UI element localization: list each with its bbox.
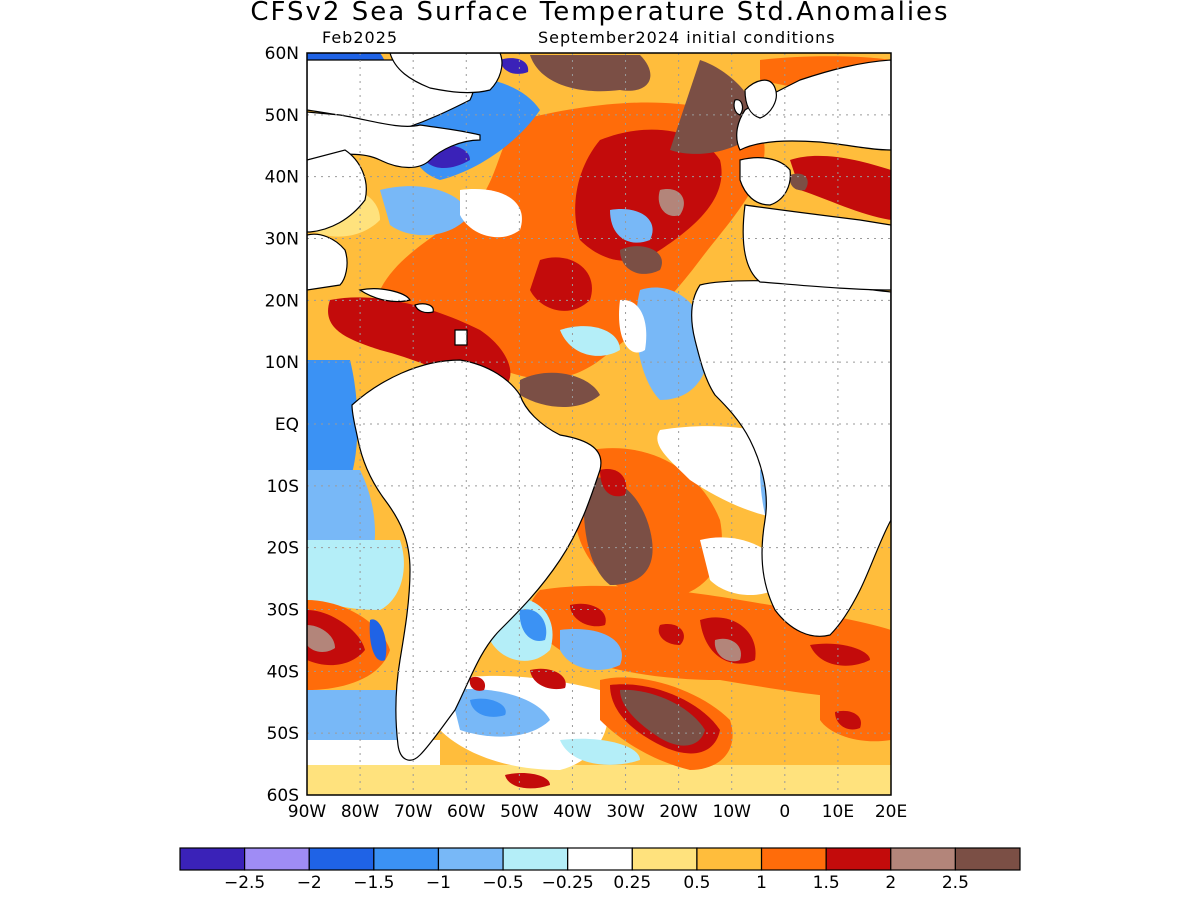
anomaly-field	[307, 53, 891, 795]
longitude-labels: 90W 80W 70W 60W 50W 40W 30W 20W 10W 0 10E 20E	[288, 802, 907, 822]
colorbar-tick-label: 2	[885, 873, 896, 893]
lat-label: 20N	[265, 291, 299, 311]
lat-label: 50S	[267, 724, 299, 744]
lon-label: 0	[779, 802, 790, 822]
lat-label: 40S	[267, 662, 299, 682]
lon-label: 20W	[659, 802, 698, 822]
land-masses	[307, 53, 891, 761]
grid-lines	[307, 53, 891, 795]
colorbar-tick-label: −1.5	[353, 873, 394, 893]
colorbar-swatch	[696, 847, 763, 871]
lat-label: 10N	[265, 353, 299, 373]
lon-label: 40W	[553, 802, 592, 822]
lon-label: 30W	[606, 802, 645, 822]
colorbar-tick-label: 1	[756, 873, 767, 893]
colorbar-swatch	[890, 847, 956, 871]
lon-label: 50W	[500, 802, 539, 822]
colorbar	[179, 847, 1021, 871]
lon-label: 10E	[822, 802, 854, 822]
forecast-month: Feb2025	[322, 28, 399, 47]
lat-label: 10S	[267, 477, 299, 497]
lat-label: 60S	[267, 786, 299, 806]
lat-label: 20S	[267, 539, 299, 559]
colorbar-swatch	[760, 847, 827, 871]
map-title: CFSv2 Sea Surface Temperature Std.Anomal…	[250, 0, 950, 27]
lon-label: 20E	[875, 802, 907, 822]
lon-label: 70W	[394, 802, 433, 822]
colorbar-swatch	[179, 847, 246, 871]
initial-conditions: September2024 initial conditions	[538, 28, 836, 47]
lat-label: 50N	[265, 106, 299, 126]
colorbar-labels: −2.5 −2 −1.5 −1 −0.5 −0.25 0.25 0.5 1 1.5 2 2.5	[224, 873, 969, 893]
colorbar-tick-label: −1	[426, 873, 451, 893]
colorbar-swatch	[954, 847, 1021, 871]
colorbar-tick-label: −0.5	[482, 873, 523, 893]
colorbar-tick-label: 0.25	[613, 873, 651, 893]
colorbar-swatch	[373, 847, 440, 871]
lon-label: 60W	[447, 802, 486, 822]
colorbar-tick-label: −2	[297, 873, 322, 893]
lat-label: 30N	[265, 230, 299, 250]
colorbar-swatch	[825, 847, 892, 871]
colorbar-swatch	[631, 847, 698, 871]
colorbar-tick-label: 2.5	[942, 873, 969, 893]
map-frame	[306, 52, 892, 796]
colorbar-tick-label: 0.5	[683, 873, 710, 893]
colorbar-tick-label: −2.5	[224, 873, 265, 893]
colorbar-swatch	[502, 847, 569, 871]
lon-label: 10W	[713, 802, 752, 822]
colorbar-swatch	[244, 847, 310, 871]
lat-label: 30S	[267, 601, 299, 621]
lat-label: 40N	[265, 168, 299, 188]
colorbar-swatch	[437, 847, 504, 871]
colorbar-tick-label: 1.5	[813, 873, 840, 893]
latitude-labels: 60N 50N 40N 30N 20N 10N EQ 10S 20S 30S 40S 50S 60S	[265, 44, 299, 806]
lat-label: 60N	[265, 44, 299, 64]
colorbar-swatch	[308, 847, 375, 871]
lon-label: 90W	[288, 802, 327, 822]
lat-label: EQ	[275, 415, 299, 435]
colorbar-swatch	[567, 847, 633, 871]
lon-label: 80W	[341, 802, 380, 822]
colorbar-tick-label: −0.25	[542, 873, 594, 893]
